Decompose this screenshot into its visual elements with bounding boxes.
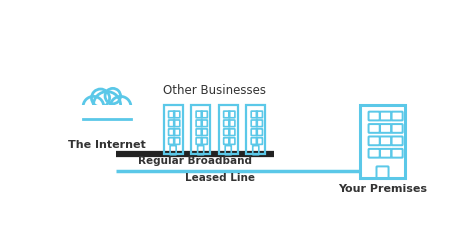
Text: Other Businesses: Other Businesses [163,84,266,97]
Circle shape [110,96,131,117]
Circle shape [105,88,120,104]
Text: Regular Broadband: Regular Broadband [138,156,252,166]
Text: Your Premises: Your Premises [338,183,427,194]
Circle shape [91,89,109,107]
Circle shape [83,96,104,117]
Circle shape [93,91,120,118]
Text: Leased Line: Leased Line [185,173,255,182]
FancyBboxPatch shape [81,105,133,119]
Text: The Internet: The Internet [68,140,146,150]
